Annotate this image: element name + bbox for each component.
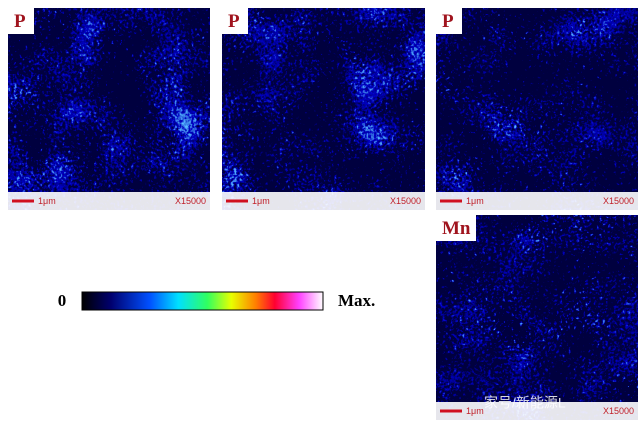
map-panel: P 1μm X15000 <box>8 8 210 210</box>
map-panels: P 1μm X15000 P 1μm X15000 P 1μm X15000 Mn 1μm X1500… <box>8 8 638 420</box>
panel-label: P <box>228 11 240 32</box>
scale-bar-label: 1μm <box>466 406 484 416</box>
map-panel: P 1μm X15000 <box>436 8 638 210</box>
footer-strip <box>8 192 210 210</box>
label-box <box>436 215 476 241</box>
map-image <box>222 8 425 210</box>
label-box <box>222 8 248 34</box>
colorbar: 0 Max. <box>58 291 375 311</box>
magnification: X15000 <box>603 196 634 206</box>
panel-label: Mn <box>442 218 471 239</box>
panel-label: P <box>14 11 26 32</box>
scale-bar-label: 1μm <box>252 196 270 206</box>
map-panel: Mn 1μm X15000 <box>436 215 638 420</box>
label-box <box>8 8 34 34</box>
colorbar-min: 0 <box>58 291 67 310</box>
footer-strip <box>222 192 425 210</box>
magnification: X15000 <box>603 406 634 416</box>
map-panel: P 1μm X15000 <box>222 8 425 210</box>
colorbar-max: Max. <box>338 291 375 310</box>
magnification: X15000 <box>390 196 421 206</box>
watermark: 家号/新能源L <box>484 395 566 411</box>
scale-bar-label: 1μm <box>38 196 56 206</box>
footer-strip <box>436 402 638 420</box>
map-image <box>436 8 638 210</box>
map-image <box>436 215 638 420</box>
footer-strip <box>436 192 638 210</box>
map-image <box>8 8 210 210</box>
colorbar-gradient <box>81 291 324 311</box>
label-box <box>436 8 462 34</box>
panel-label: P <box>442 11 454 32</box>
magnification: X15000 <box>175 196 206 206</box>
scale-bar-label: 1μm <box>466 196 484 206</box>
